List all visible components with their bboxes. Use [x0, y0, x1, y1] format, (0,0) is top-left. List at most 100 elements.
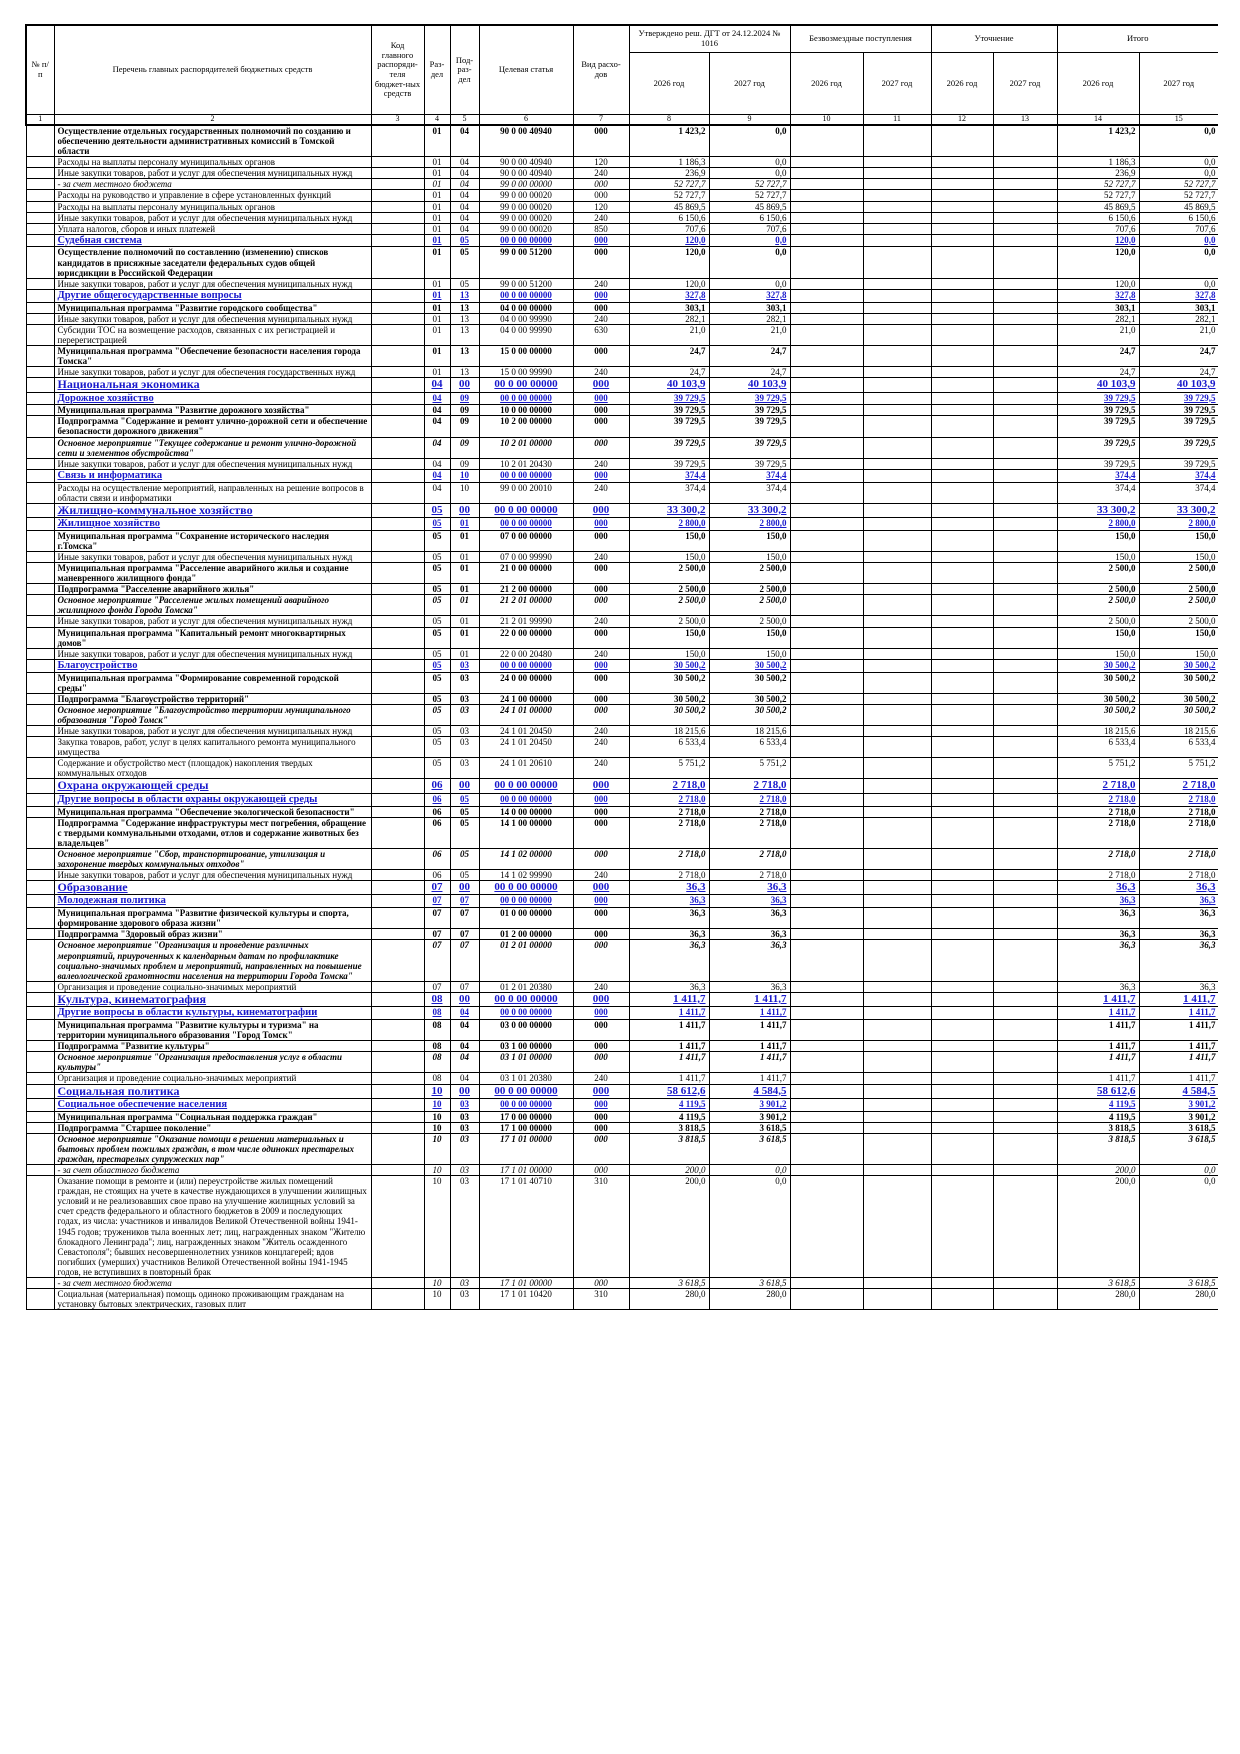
- cell: 03: [449, 1132, 480, 1166]
- cell: Муниципальная программа "Капитальный рем…: [53, 626, 372, 649]
- cell: 36,3: [1056, 980, 1140, 993]
- empty-cell: [25, 481, 55, 504]
- cell: 00 0 00 00000: [478, 778, 574, 794]
- cell: 21,0: [628, 323, 710, 346]
- cell: 282,1: [1138, 312, 1218, 325]
- empty-cell: [930, 658, 994, 673]
- empty-cell: [789, 1132, 864, 1166]
- cell: 280,0: [1138, 1288, 1218, 1311]
- empty-cell: [370, 1110, 425, 1123]
- cell: 04: [423, 436, 451, 459]
- cell: 30 500,2: [1138, 671, 1218, 694]
- cell: 2 500,0: [1056, 594, 1140, 617]
- cell: 6 533,4: [1138, 735, 1218, 759]
- empty-cell: [370, 200, 425, 213]
- cell: 2 800,0: [708, 517, 791, 531]
- empty-cell: [992, 1006, 1058, 1021]
- empty-cell: [992, 1288, 1058, 1311]
- cell: 04: [449, 167, 480, 180]
- empty-cell: [789, 1121, 864, 1134]
- empty-cell: [370, 647, 425, 660]
- empty-cell: [992, 1175, 1058, 1278]
- cell: 1 411,7: [1056, 1072, 1140, 1085]
- cell: 2 500,0: [1138, 562, 1218, 585]
- empty-cell: [862, 1051, 932, 1074]
- cell: 04: [449, 178, 480, 191]
- cell: 0,0: [708, 1175, 791, 1278]
- empty-cell: [370, 1097, 425, 1112]
- cell: 30 500,2: [628, 658, 710, 673]
- cell: Расходы на выплаты персоналу муниципальн…: [53, 156, 372, 169]
- empty-cell: [789, 991, 864, 1008]
- empty-cell: [930, 457, 994, 470]
- cell: 2 500,0: [1056, 562, 1140, 585]
- cell: 39 729,5: [628, 415, 710, 438]
- empty-cell: [862, 1097, 932, 1112]
- cell: 2 718,0: [708, 868, 791, 882]
- cell: 03: [449, 1288, 480, 1311]
- table-row: Муниципальная программа "Развитие физиче…: [25, 907, 1218, 930]
- empty-cell: [862, 1276, 932, 1290]
- empty-cell: [930, 502, 994, 519]
- cell: Иные закупки товаров, работ и услуг для …: [53, 312, 372, 325]
- empty-cell: [930, 1072, 994, 1085]
- empty-cell: [992, 1072, 1058, 1085]
- empty-cell: [862, 550, 932, 564]
- empty-cell: [992, 703, 1058, 726]
- cell: 00 0 00 00000: [478, 468, 574, 483]
- cell: 6 533,4: [1056, 735, 1140, 759]
- empty-cell: [930, 167, 994, 180]
- cell: Социальная политика: [53, 1083, 372, 1099]
- empty-cell: [930, 816, 994, 849]
- cell: 374,4: [628, 468, 710, 483]
- empty-cell: [370, 615, 425, 628]
- cell: 2 718,0: [628, 778, 710, 794]
- cell: 21 2 01 99990: [478, 615, 574, 628]
- cell: 000: [572, 301, 630, 314]
- cell: 000: [572, 1110, 630, 1123]
- empty-cell: [992, 880, 1058, 896]
- empty-cell: [862, 366, 932, 379]
- empty-cell: [862, 907, 932, 930]
- cell: 52 727,7: [1138, 178, 1218, 191]
- cell: 99 0 00 00020: [478, 222, 574, 235]
- cell: 327,8: [708, 288, 791, 303]
- cell: 03 1 00 00000: [478, 1040, 574, 1053]
- cell: Благоустройство: [53, 658, 372, 673]
- cell: 04: [449, 124, 480, 158]
- cell: 2 500,0: [1138, 583, 1218, 596]
- empty-cell: [370, 436, 425, 459]
- cell: 327,8: [1056, 288, 1140, 303]
- cell: 06: [423, 778, 451, 794]
- empty-cell: [930, 880, 994, 896]
- empty-cell: [862, 415, 932, 438]
- cell: 240: [572, 312, 630, 325]
- cell: Основное мероприятие "Организация и пров…: [53, 939, 372, 982]
- table-row: Основное мероприятие "Благоустройство те…: [25, 703, 1218, 726]
- cell: 39 729,5: [1056, 391, 1140, 406]
- cell: Основное мероприятие "Благоустройство те…: [53, 703, 372, 726]
- empty-cell: [25, 156, 55, 169]
- table-row: Подпрограмма "Развитие культуры" 08 04 03 1…: [25, 1040, 1218, 1053]
- cell: 120,0: [1056, 246, 1140, 279]
- column-number: 14: [1056, 113, 1140, 126]
- cell: 374,4: [1138, 468, 1218, 483]
- column-number: 13: [992, 113, 1058, 126]
- cell: Осуществление отдельных государственных …: [53, 124, 372, 158]
- cell: 14 0 00 00000: [478, 805, 574, 818]
- empty-cell: [25, 671, 55, 694]
- cell: 04: [449, 156, 480, 169]
- cell: 36,3: [1056, 894, 1140, 909]
- cell: 30 500,2: [1138, 703, 1218, 726]
- empty-cell: [25, 1083, 55, 1099]
- cell: 3 818,5: [1056, 1132, 1140, 1166]
- cell: 36,3: [708, 894, 791, 909]
- cell: 17 0 00 00000: [478, 1110, 574, 1123]
- cell: 24,7: [1056, 344, 1140, 368]
- empty-cell: [930, 724, 994, 738]
- empty-cell: [992, 124, 1058, 158]
- cell: 000: [572, 692, 630, 705]
- cell: Другие вопросы в области охраны окружающ…: [53, 792, 372, 807]
- empty-cell: [930, 156, 994, 169]
- empty-cell: [862, 880, 932, 896]
